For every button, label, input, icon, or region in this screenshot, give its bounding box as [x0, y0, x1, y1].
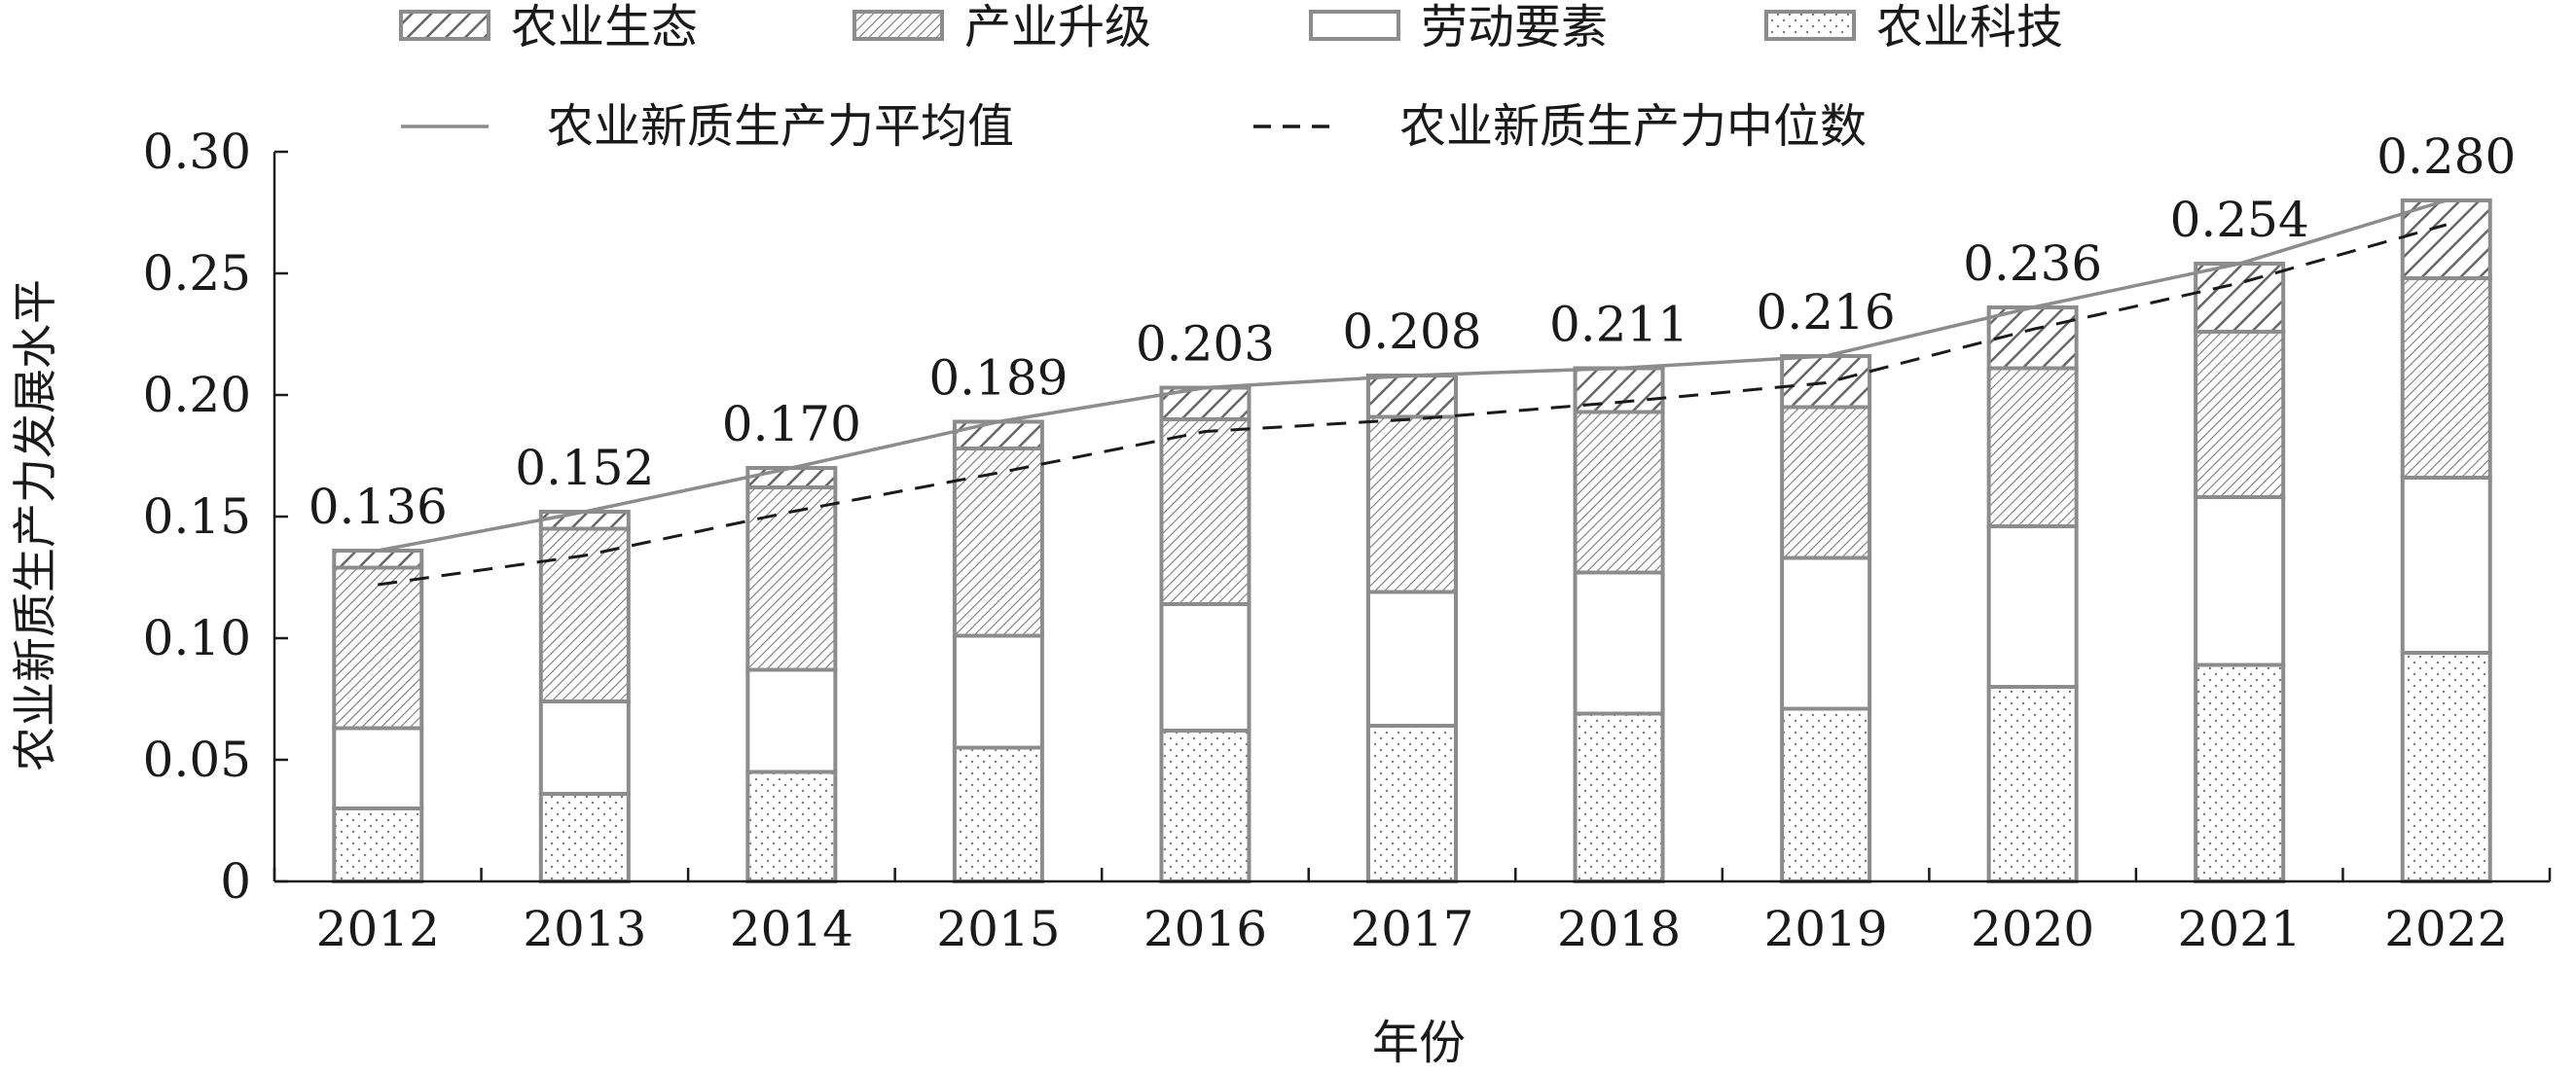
- bar-segment: [1986, 305, 2079, 371]
- x-tick-label: 2022: [2384, 901, 2508, 957]
- bar-segment: [1780, 706, 1872, 883]
- bar-segment: [1573, 711, 1665, 883]
- y-tick-label: 0: [220, 853, 251, 910]
- bar-segment: [2194, 495, 2286, 667]
- bar-segment: [332, 549, 424, 570]
- bar-segment: [332, 806, 424, 883]
- bar-segment: [1780, 555, 1872, 711]
- bar-segment: [2400, 651, 2492, 883]
- x-tick-label: 2021: [2178, 901, 2302, 957]
- bar-segment: [1986, 685, 2079, 883]
- y-tick-label: 0.15: [143, 488, 251, 545]
- bars: [332, 198, 2492, 883]
- bar-segment: [2400, 198, 2492, 280]
- x-tick-label: 2012: [316, 901, 440, 957]
- y-tick-label: 0.25: [143, 245, 251, 302]
- bar-segment: [745, 770, 838, 883]
- bar-segment: [1986, 366, 2079, 528]
- x-tick-label: 2015: [936, 901, 1060, 957]
- legend-swatch: [853, 10, 944, 41]
- x-tick-label: 2019: [1763, 901, 1887, 957]
- bar-segment: [1366, 414, 1458, 594]
- y-tick-label: 0.10: [143, 610, 251, 666]
- bar-segment: [1366, 374, 1458, 419]
- bar-segment: [332, 565, 424, 731]
- bar-segment: [332, 726, 424, 810]
- legend-label: 产业升级: [964, 0, 1151, 54]
- legend-label: 农业科技: [1876, 0, 2063, 54]
- bar-segment: [1159, 417, 1252, 606]
- series-lines: [377, 198, 2448, 587]
- bar-segment: [952, 745, 1044, 883]
- bar-segment: [1573, 570, 1665, 716]
- bar-segment: [538, 699, 631, 796]
- bar-segment: [2400, 276, 2492, 480]
- total-label: 0.189: [928, 350, 1068, 407]
- legend-label: 农业新质生产力中位数: [1399, 99, 1867, 154]
- x-tick-label: 2020: [1971, 901, 2094, 957]
- total-label: 0.203: [1136, 316, 1275, 373]
- bar-segment: [1986, 524, 2079, 689]
- x-tick-label: 2016: [1143, 901, 1267, 957]
- y-tick-label: 0.05: [143, 732, 251, 788]
- total-label: 0.208: [1342, 304, 1481, 360]
- x-tick-label: 2013: [523, 901, 646, 957]
- bar-segment: [952, 633, 1044, 750]
- bar-segment: [2194, 262, 2286, 334]
- total-label: 0.170: [722, 396, 861, 452]
- total-label: 0.136: [308, 479, 448, 535]
- bar-segment: [952, 447, 1044, 638]
- bar-segment: [1366, 590, 1458, 728]
- mean-line: [377, 198, 2448, 553]
- legend-swatch: [1764, 10, 1856, 41]
- legend-swatch: [1309, 10, 1400, 41]
- bar-segment: [538, 792, 631, 883]
- y-axis: 0 0.05 0.10 0.15 0.20 0.25 0.30: [143, 124, 288, 910]
- x-axis-label: 年份: [1372, 1016, 1466, 1070]
- bar-segment: [1159, 602, 1252, 733]
- y-axis-label: 农业新质生产力发展水平: [9, 279, 61, 771]
- bar-segment: [2400, 476, 2492, 655]
- bar-segment: [2194, 663, 2286, 883]
- x-axis: 2012 2013 2014 2015 2016 2017 2018 2019 2020 2021…: [272, 868, 2552, 957]
- total-label: 0.211: [1549, 297, 1688, 353]
- y-tick-label: 0.20: [143, 367, 251, 423]
- legend-swatch: [399, 10, 490, 41]
- total-label: 0.216: [1757, 284, 1896, 340]
- x-tick-label: 2018: [1557, 901, 1681, 957]
- x-tick-label: 2014: [730, 901, 853, 957]
- total-labels: 0.136 0.152 0.170 0.189 0.203 0.208 0.211 0.216…: [308, 128, 2517, 535]
- bar-segment: [538, 510, 631, 531]
- total-label: 0.280: [2376, 128, 2516, 185]
- median-line: [378, 223, 2448, 587]
- bar-segment: [745, 485, 838, 672]
- legend-label: 劳动要素: [1421, 0, 1608, 54]
- bar-segment: [2194, 330, 2286, 499]
- x-tick-label: 2017: [1350, 901, 1473, 957]
- total-label: 0.152: [515, 440, 654, 496]
- bar-segment: [1573, 410, 1665, 575]
- bar-segment: [1159, 729, 1252, 883]
- total-label: 0.254: [2170, 192, 2309, 248]
- y-tick-label: 0.30: [143, 124, 251, 180]
- bar-segment: [952, 419, 1044, 450]
- legend-label: 农业生态: [511, 0, 698, 54]
- bar-segment: [745, 466, 838, 489]
- bar-segment: [1780, 405, 1872, 560]
- bar-segment: [745, 667, 838, 774]
- total-label: 0.236: [1963, 235, 2102, 292]
- legend-label: 农业新质生产力平均值: [547, 99, 1014, 154]
- bar-segment: [1366, 724, 1458, 883]
